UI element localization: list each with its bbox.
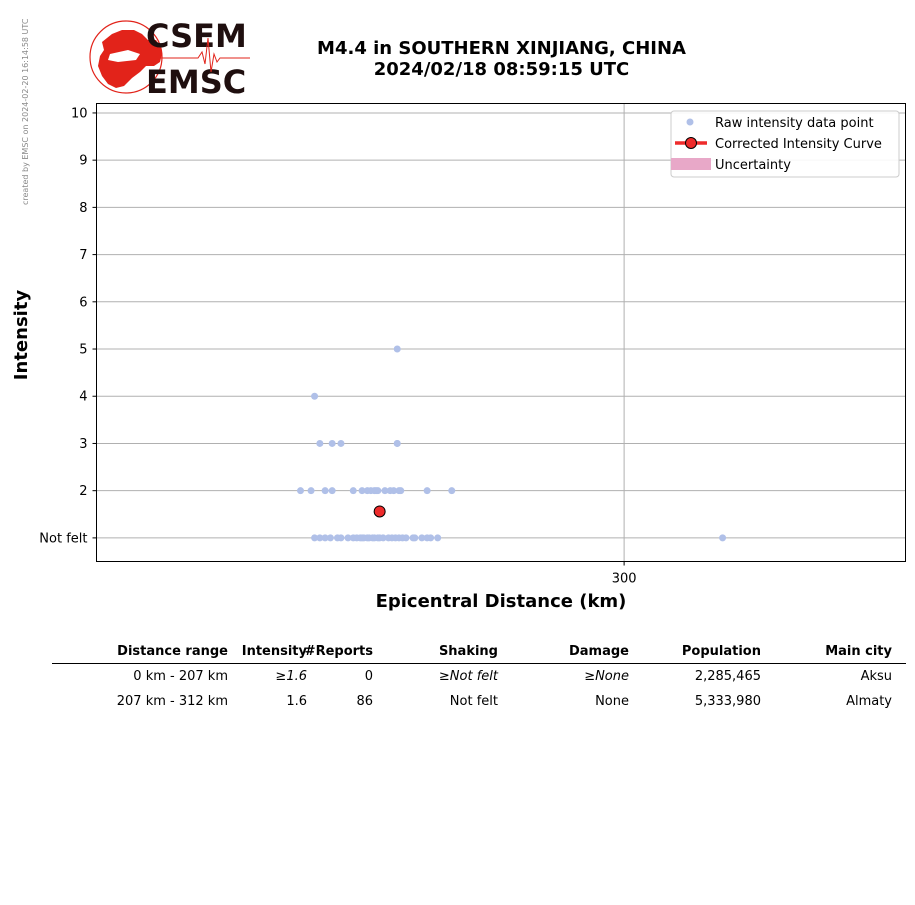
header-rule bbox=[52, 663, 906, 664]
raw-intensity-point bbox=[311, 392, 319, 400]
cell-main-city: Aksu bbox=[860, 669, 892, 684]
cell-intensity: 1.6 bbox=[286, 694, 307, 709]
raw-intensity-point bbox=[328, 487, 336, 495]
raw-intensity-point bbox=[297, 487, 305, 495]
title-line-event: M4.4 in SOUTHERN XINJIANG, CHINA bbox=[317, 38, 686, 59]
header-distance-range: Distance range bbox=[117, 644, 228, 659]
raw-intensity-point bbox=[374, 487, 382, 495]
y-tick-label: 6 bbox=[79, 295, 87, 310]
raw-intensity-point bbox=[393, 439, 401, 447]
legend-raw-label: Raw intensity data point bbox=[715, 116, 874, 131]
y-tick-label: 10 bbox=[71, 106, 88, 121]
cell-intensity: ≥1.6 bbox=[275, 669, 307, 684]
raw-intensity-point bbox=[402, 534, 410, 542]
raw-intensity-point bbox=[719, 534, 727, 542]
corrected-intensity-point bbox=[373, 505, 386, 518]
cell-population: 2,285,465 bbox=[694, 669, 761, 684]
plot-frame bbox=[96, 103, 906, 562]
cell-shaking: Not felt bbox=[449, 694, 498, 709]
legend: Raw intensity data point Corrected Inten… bbox=[670, 110, 900, 178]
x-axis-ticks: 300 bbox=[612, 561, 637, 587]
raw-intensity-point bbox=[434, 534, 442, 542]
cell-reports: 86 bbox=[356, 694, 373, 709]
raw-intensity-point bbox=[393, 345, 401, 353]
legend-corrected-label: Corrected Intensity Curve bbox=[715, 137, 882, 152]
y-tick-label: 4 bbox=[79, 390, 87, 405]
header-shaking: Shaking bbox=[438, 644, 498, 659]
y-tick-label: 3 bbox=[79, 437, 87, 452]
raw-intensity-point bbox=[418, 534, 426, 542]
raw-intensity-point bbox=[326, 534, 334, 542]
intensity-summary-table: Distance range Intensity #Reports Shakin… bbox=[52, 640, 906, 715]
y-tick-label: 8 bbox=[79, 201, 87, 216]
raw-intensity-point bbox=[321, 487, 329, 495]
logo-globe-ring bbox=[89, 20, 163, 94]
y-axis-ticks: Not felt 2 3 4 5 6 7 8 9 10 bbox=[39, 106, 97, 546]
raw-intensity-point bbox=[337, 534, 345, 542]
raw-intensity-point bbox=[344, 534, 352, 542]
raw-intensity-point bbox=[379, 534, 387, 542]
raw-intensity-point bbox=[397, 487, 405, 495]
table-row: 0 km - 207 km ≥1.6 0 ≥Not felt ≥None 2,2… bbox=[52, 665, 906, 690]
legend-uncertainty-swatch bbox=[671, 158, 711, 170]
raw-intensity-point bbox=[316, 439, 324, 447]
cell-damage: None bbox=[595, 694, 629, 709]
y-tick-label: Not felt bbox=[39, 531, 87, 546]
emsc-logo: CSEM EMSC bbox=[89, 17, 250, 98]
raw-intensity-point bbox=[411, 534, 419, 542]
raw-intensity-point bbox=[427, 534, 435, 542]
title-line-datetime: 2024/02/18 08:59:15 UTC bbox=[373, 59, 630, 80]
raw-intensity-point bbox=[448, 487, 456, 495]
header-population: Population bbox=[681, 644, 761, 659]
cell-distance-range: 0 km - 207 km bbox=[133, 669, 228, 684]
legend-raw-marker bbox=[686, 118, 694, 126]
raw-intensity-point bbox=[349, 487, 357, 495]
logo-sea-gap bbox=[108, 50, 140, 62]
intensity-chart: Not felt 2 3 4 5 6 7 8 9 10 300 Epicentral Distan… bbox=[11, 103, 906, 612]
raw-intensity-point bbox=[316, 534, 324, 542]
header-main-city: Main city bbox=[825, 644, 892, 659]
logo-seismogram bbox=[148, 37, 250, 73]
logo-csem-text: CSEM bbox=[146, 17, 247, 55]
raw-intensity-point bbox=[390, 487, 398, 495]
x-axis-label: Epicentral Distance (km) bbox=[376, 591, 627, 612]
raw-intensity-point bbox=[307, 487, 315, 495]
raw-intensity-point bbox=[321, 534, 329, 542]
legend-uncertainty-label: Uncertainty bbox=[715, 158, 791, 173]
y-tick-label: 2 bbox=[79, 484, 87, 499]
y-tick-label: 7 bbox=[79, 248, 87, 263]
raw-intensity-point bbox=[381, 487, 389, 495]
cell-population: 5,333,980 bbox=[694, 694, 761, 709]
cell-main-city: Almaty bbox=[846, 694, 892, 709]
table-row: 207 km - 312 km 1.6 86 Not felt None 5,3… bbox=[52, 690, 906, 715]
table-header-row: Distance range Intensity #Reports Shakin… bbox=[52, 640, 906, 665]
y-tick-label: 9 bbox=[79, 154, 87, 169]
y-axis-label: Intensity bbox=[11, 290, 32, 381]
raw-intensity-point bbox=[311, 534, 319, 542]
raw-intensity-point bbox=[337, 439, 345, 447]
header-reports: #Reports bbox=[304, 644, 373, 659]
cell-reports: 0 bbox=[364, 669, 373, 684]
logo-emsc-text: EMSC bbox=[146, 63, 246, 98]
header-intensity: Intensity bbox=[241, 644, 307, 659]
y-tick-label: 5 bbox=[79, 343, 87, 358]
cell-shaking: ≥Not felt bbox=[438, 669, 498, 684]
raw-intensity-point bbox=[358, 487, 366, 495]
raw-intensity-point bbox=[328, 439, 336, 447]
legend-box bbox=[670, 110, 900, 178]
data-points bbox=[297, 345, 727, 542]
legend-corrected-marker bbox=[685, 137, 697, 149]
header-damage: Damage bbox=[568, 644, 629, 659]
grid-lines bbox=[96, 103, 906, 562]
raw-intensity-point bbox=[423, 487, 431, 495]
chart-title: M4.4 in SOUTHERN XINJIANG, CHINA 2024/02… bbox=[260, 38, 743, 80]
x-tick-label: 300 bbox=[612, 572, 637, 587]
cell-damage: ≥None bbox=[584, 669, 629, 684]
cell-distance-range: 207 km - 312 km bbox=[116, 694, 228, 709]
